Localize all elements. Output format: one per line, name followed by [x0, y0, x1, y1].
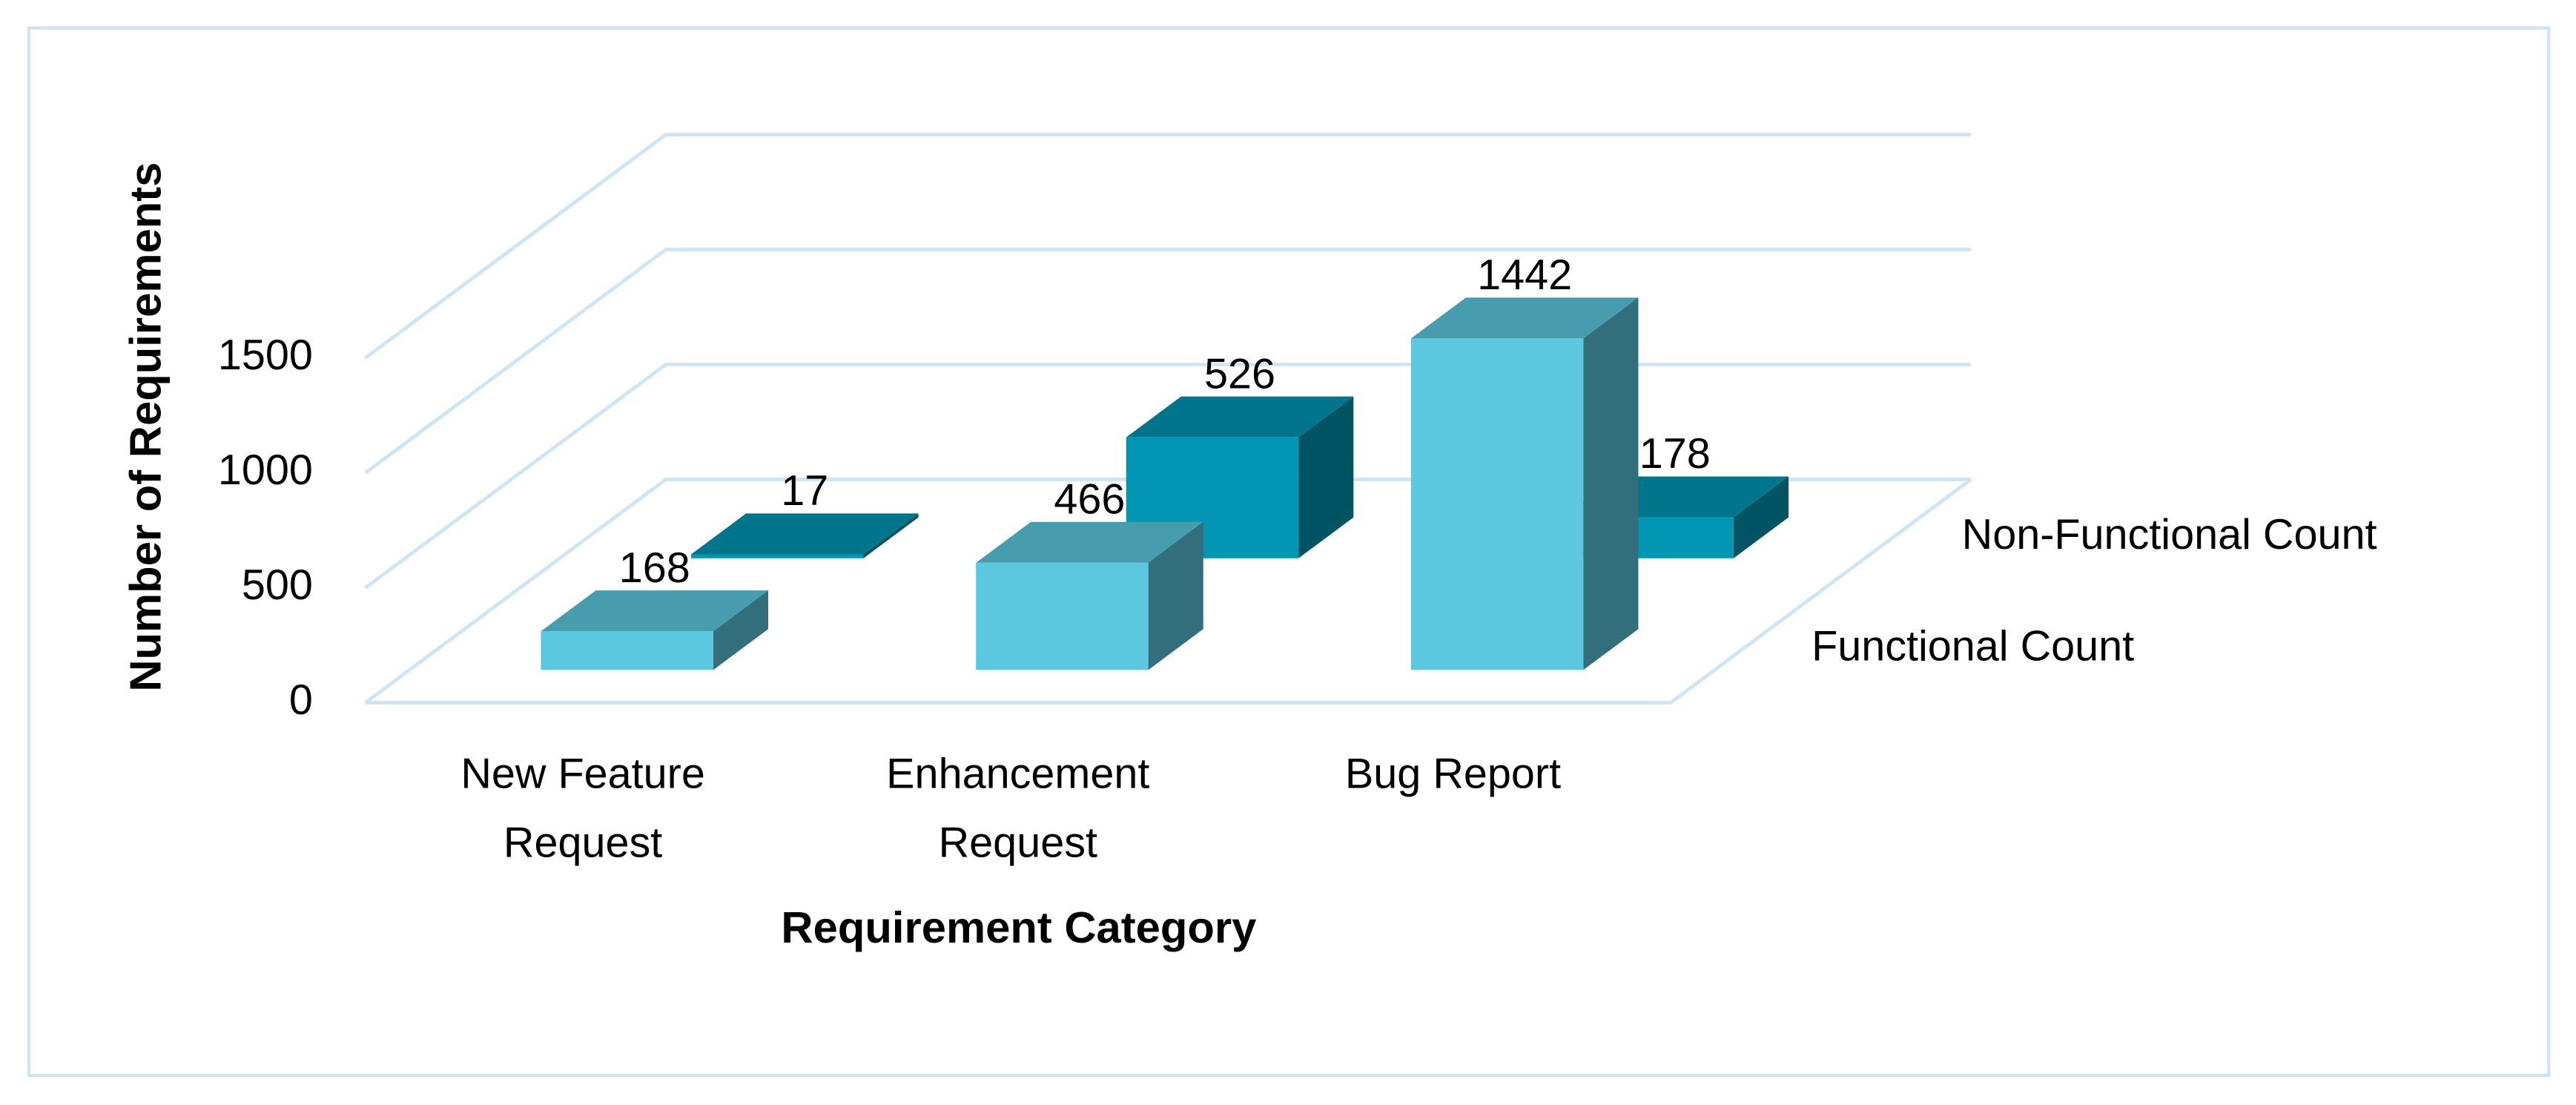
bar-side [1298, 396, 1354, 558]
series-label: Non-Functional Count [1962, 511, 2377, 558]
value-label: 466 [1054, 475, 1125, 523]
value-label: 178 [1639, 430, 1711, 478]
x-tick-label-box: Bug Report [1344, 748, 1562, 798]
value-label: 17 [781, 467, 828, 515]
y-tick-label: 0 [289, 676, 313, 724]
bar-3d [541, 590, 769, 670]
bar-top [1126, 396, 1354, 438]
bar-side [713, 590, 769, 670]
bar-3d [691, 513, 919, 558]
bar-top [691, 513, 919, 555]
bar [691, 554, 864, 558]
y-tick-label: 1000 [218, 446, 313, 494]
x-tick-label-box: Enhancement Request [886, 748, 1150, 867]
grid-line [364, 133, 1972, 360]
series-label: Functional Count [1812, 623, 2134, 670]
y-axis-title: Number of Requirements [120, 162, 170, 692]
x-tick-label: Bug Report [1344, 748, 1562, 798]
y-tick-label: 1500 [218, 332, 313, 379]
bar-side [1733, 476, 1789, 558]
x-tick-label: Enhancement Request [886, 748, 1150, 867]
bar-side [863, 513, 919, 558]
bar-top [1410, 297, 1639, 339]
value-label: 168 [619, 544, 690, 592]
bar-3d [1410, 297, 1639, 670]
grid-line [364, 248, 1972, 475]
x-tick-label: New Feature Request [460, 748, 705, 867]
bar-top [976, 521, 1203, 563]
value-label: 526 [1204, 350, 1275, 398]
bar [976, 562, 1149, 670]
value-label: 1442 [1477, 251, 1572, 299]
bar [541, 631, 713, 670]
x-axis-title: Requirement Category [781, 903, 1256, 952]
bar-side [1583, 297, 1639, 670]
floor-edge [365, 478, 1972, 705]
y-tick-label: 500 [242, 561, 313, 609]
bar-top [541, 590, 769, 632]
x-tick-label-box: New Feature Request [460, 748, 705, 867]
bar-3d [976, 521, 1203, 670]
bar [1410, 338, 1584, 670]
bar-side [1148, 521, 1203, 670]
